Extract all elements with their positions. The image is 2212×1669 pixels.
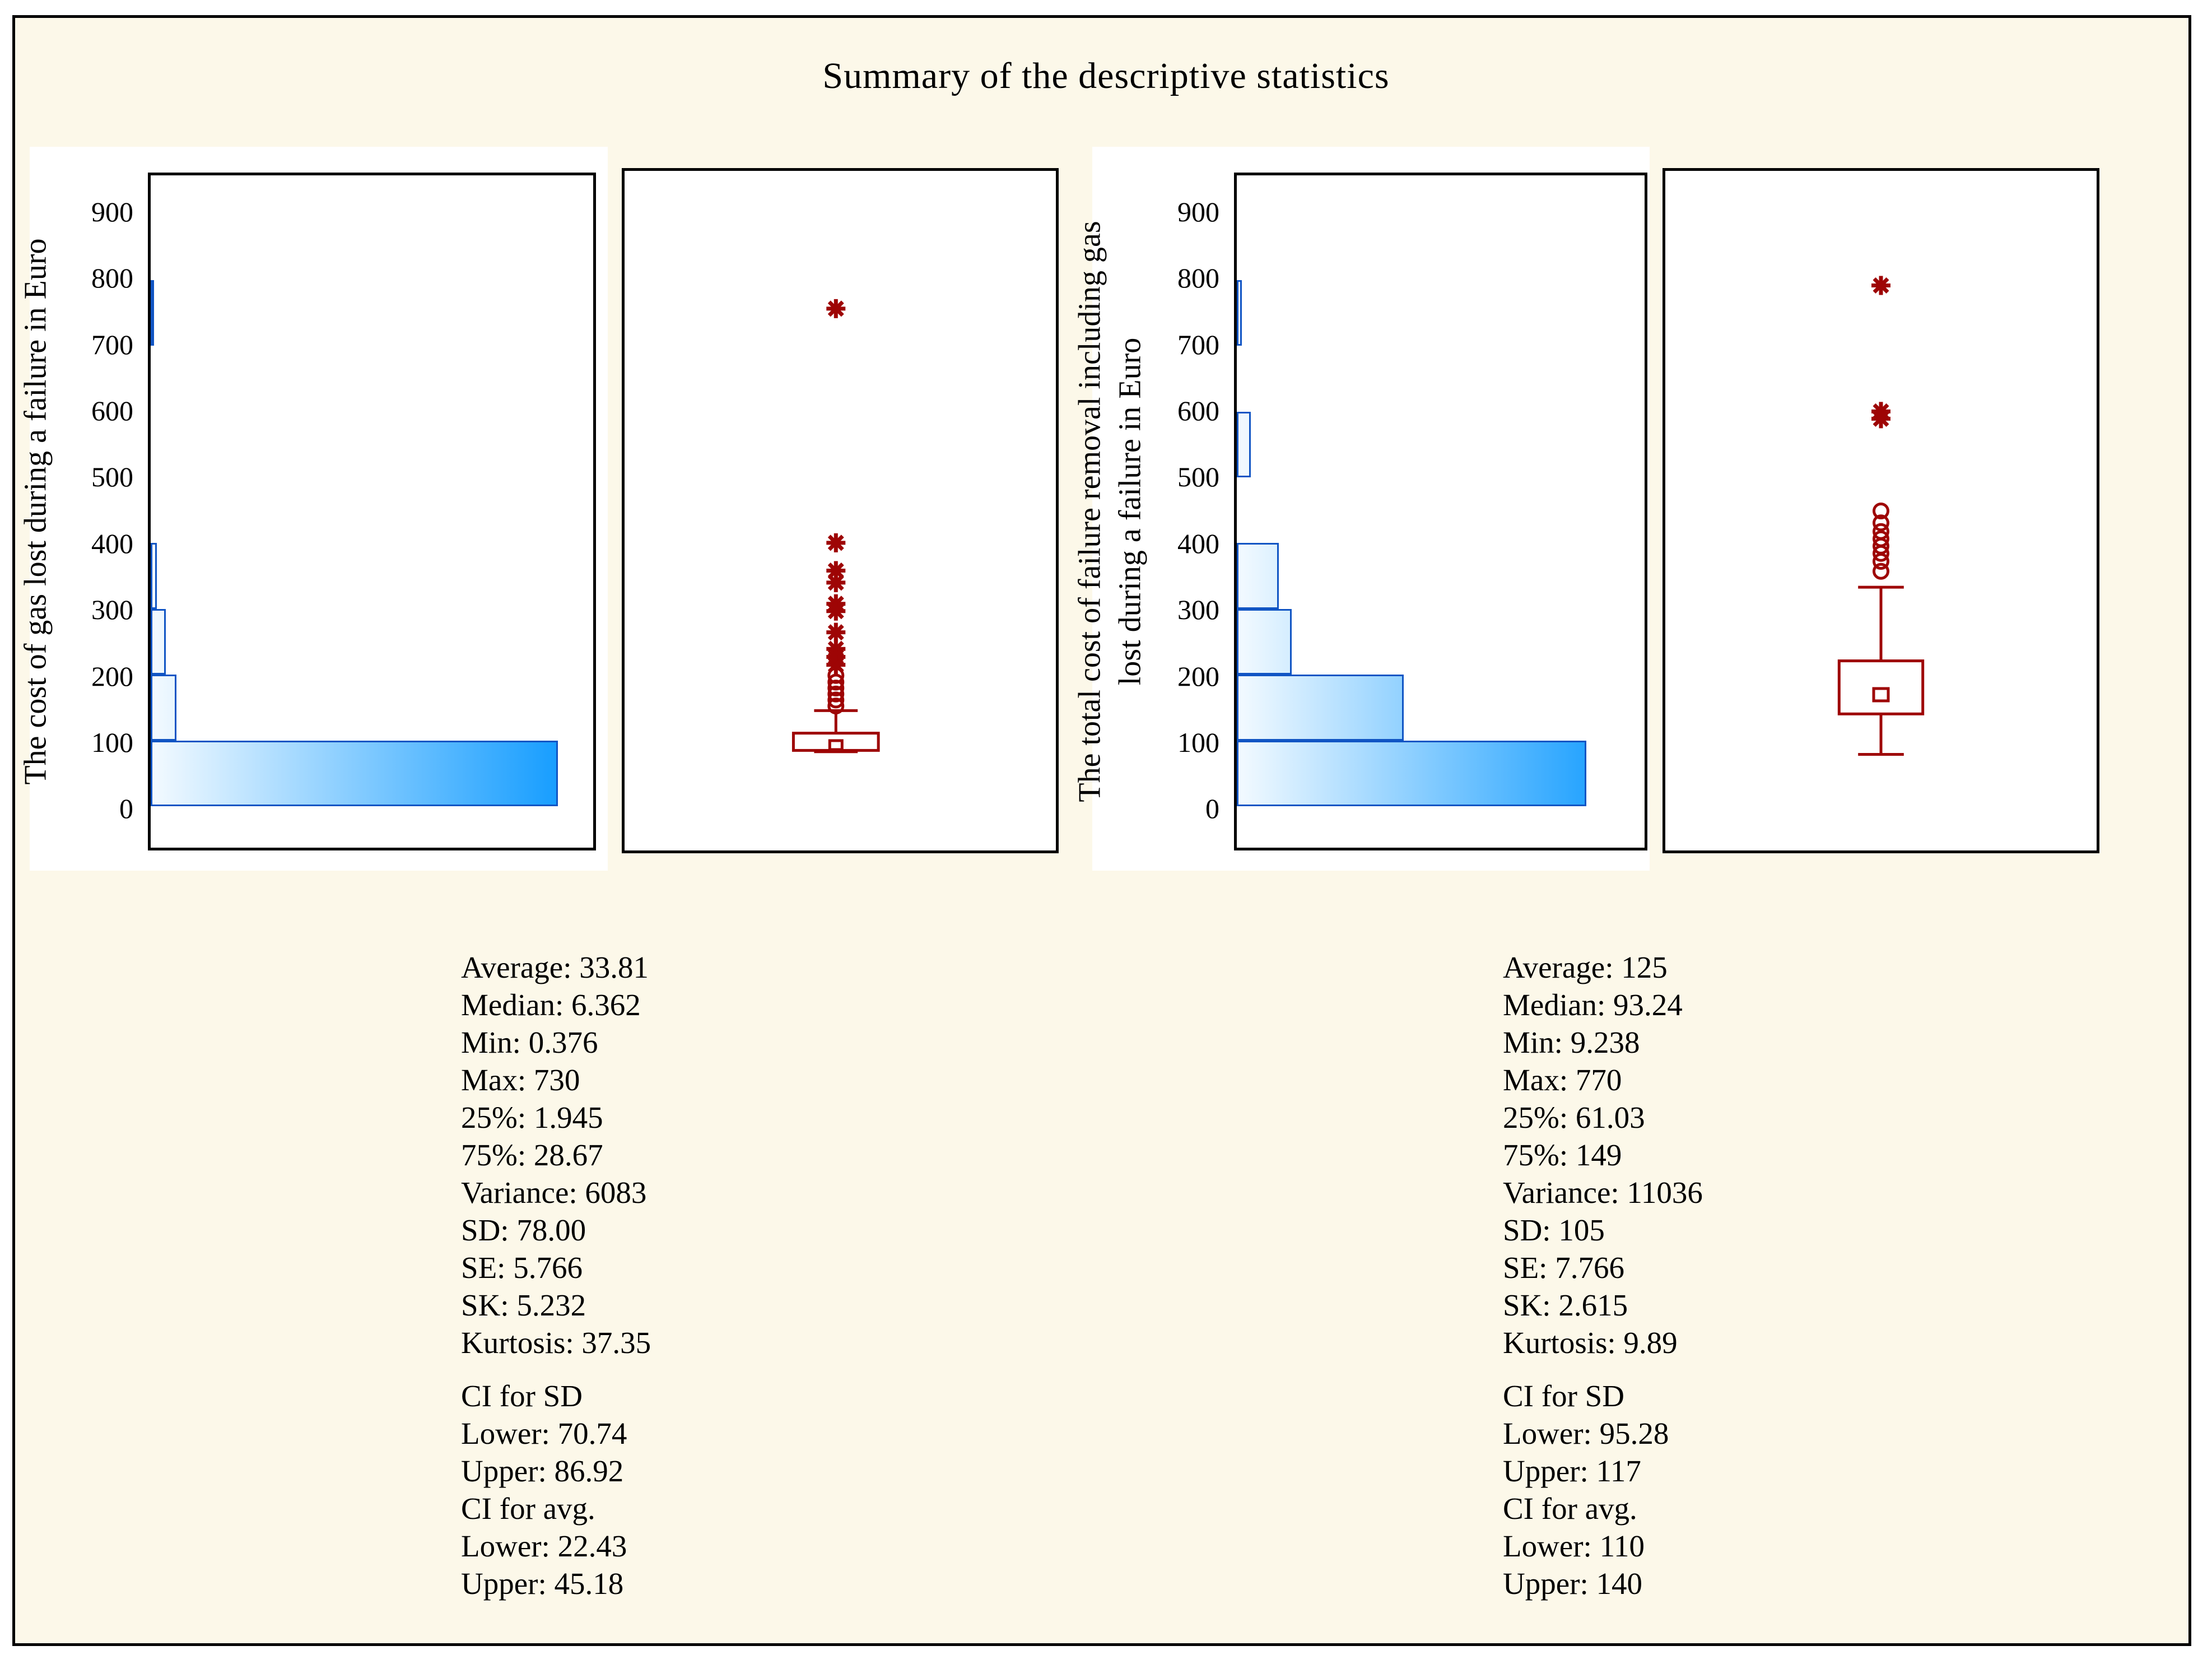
stat-line: 75%: 149 xyxy=(1503,1138,1622,1172)
outlier-star xyxy=(826,601,846,621)
y-axis-tick-label: 600 xyxy=(1177,395,1219,426)
outlier-star xyxy=(1871,409,1890,429)
outlier-circle xyxy=(1873,514,1889,532)
y-axis-tick-label: 700 xyxy=(91,328,133,360)
outlier-circle xyxy=(1873,545,1889,562)
stat-line: 25%: 61.03 xyxy=(1503,1100,1645,1135)
mean-marker xyxy=(828,739,844,751)
y-axis-tick-label: 700 xyxy=(1177,328,1219,360)
y-axis-tick-label: 600 xyxy=(91,395,133,426)
ci-line: Lower: 110 xyxy=(1503,1529,1645,1563)
stat-line: SK: 2.615 xyxy=(1503,1288,1628,1322)
y-axis-tick-label: 100 xyxy=(1177,727,1219,758)
ci-line: Lower: 95.28 xyxy=(1503,1416,1669,1451)
outlier-circle xyxy=(1873,552,1889,570)
histogram-bar xyxy=(151,280,154,346)
stat-line: SD: 105 xyxy=(1503,1213,1605,1247)
boxplot-right-panel xyxy=(1663,168,2099,853)
y-axis-tick-label: 500 xyxy=(1177,461,1219,493)
stat-line: SE: 7.766 xyxy=(1503,1250,1624,1285)
y-axis-tick-label: 0 xyxy=(119,793,133,825)
y-axis-tick-label: 0 xyxy=(1205,793,1219,825)
y-axis-tick-label: 900 xyxy=(1177,196,1219,227)
y-axis-tick-label: 100 xyxy=(91,727,133,758)
histogram-plot-area xyxy=(148,173,596,850)
ci-line: Upper: 86.92 xyxy=(461,1454,624,1488)
y-axis-tick-label: 300 xyxy=(1177,594,1219,626)
ci-line: Upper: 45.18 xyxy=(461,1566,624,1601)
histogram-plot-area xyxy=(1234,173,1647,850)
stat-line: Median: 93.24 xyxy=(1503,988,1683,1022)
ci-line: Lower: 22.43 xyxy=(461,1529,627,1563)
outlier-star xyxy=(826,622,846,642)
histogram-bar xyxy=(1237,543,1279,609)
y-axis-tick-label: 200 xyxy=(91,660,133,692)
histogram-bar xyxy=(151,543,157,609)
stat-line: Kurtosis: 9.89 xyxy=(1503,1326,1678,1360)
histogram-right-panel: The total cost of failure removal includ… xyxy=(1073,147,1650,871)
outlier-circle xyxy=(827,698,845,715)
stat-line: SK: 5.232 xyxy=(461,1288,586,1322)
y-axis-tick-label: 400 xyxy=(91,527,133,559)
y-axis-tick-label: 500 xyxy=(91,461,133,493)
y-axis-tick-label: 800 xyxy=(1177,262,1219,294)
histogram-bar xyxy=(151,675,176,741)
y-axis-tick-label: 300 xyxy=(91,594,133,626)
outlier-circle xyxy=(1873,562,1889,580)
stat-line: Min: 9.238 xyxy=(1503,1025,1640,1059)
stat-line: SD: 78.00 xyxy=(461,1213,586,1247)
histogram-bar xyxy=(1237,280,1242,346)
y-axis-tick-label: 400 xyxy=(1177,527,1219,559)
stat-line: 25%: 1.945 xyxy=(461,1100,603,1135)
ci-line: CI for avg. xyxy=(461,1491,595,1526)
stat-line: Min: 0.376 xyxy=(461,1025,598,1059)
histogram-bar xyxy=(151,740,558,806)
boxplot-left-panel xyxy=(622,168,1059,853)
ci-line: Upper: 117 xyxy=(1503,1454,1641,1488)
ci-line: CI for SD xyxy=(461,1379,583,1413)
stat-line: Average: 125 xyxy=(1503,950,1668,984)
stat-line: 75%: 28.67 xyxy=(461,1138,603,1172)
histogram-bar xyxy=(1237,608,1292,675)
stat-line: SE: 5.766 xyxy=(461,1250,583,1285)
histogram-bar xyxy=(1237,675,1404,741)
ci-line: CI for avg. xyxy=(1503,1491,1637,1526)
ci-line: Lower: 70.74 xyxy=(461,1416,627,1451)
stat-line: Average: 33.81 xyxy=(461,950,649,984)
outlier-circle xyxy=(827,685,845,703)
histogram-bar xyxy=(1237,411,1251,477)
y-axis-tick-label: 800 xyxy=(91,262,133,294)
outlier-star xyxy=(826,573,846,592)
stats-block-left: Average: 33.81 Median: 6.362 Min: 0.376 Max… xyxy=(461,949,1077,1602)
stat-line: Variance: 6083 xyxy=(461,1175,647,1210)
y-axis-tick-label: 900 xyxy=(91,196,133,227)
stat-line: Kurtosis: 37.35 xyxy=(461,1326,651,1360)
chart-title: Summary of the descriptive statistics xyxy=(822,55,1390,96)
y-axis-tick-label: 200 xyxy=(1177,660,1219,692)
y-axis-label: The total cost of failure removal includ… xyxy=(1072,221,1148,802)
outlier-circle xyxy=(827,691,845,709)
stats-block-right: Average: 125 Median: 93.24 Min: 9.238 Max: … xyxy=(1503,949,2119,1602)
box-left-svg xyxy=(791,299,880,754)
stat-line: Max: 730 xyxy=(461,1063,580,1097)
histogram-left-panel: The cost of gas lost during a failure in… xyxy=(18,147,608,871)
outlier-star xyxy=(1871,276,1890,295)
ci-line: CI for SD xyxy=(1503,1379,1624,1413)
ci-line: Upper: 140 xyxy=(1503,1566,1642,1601)
outlier-star xyxy=(826,299,846,318)
mean-marker xyxy=(1872,687,1890,703)
box-right-svg xyxy=(1837,276,1925,756)
outlier-circle xyxy=(1873,503,1889,519)
stat-line: Median: 6.362 xyxy=(461,988,641,1022)
outlier-circle xyxy=(827,680,845,697)
outlier-circle xyxy=(827,673,845,691)
histogram-bar xyxy=(1237,740,1586,806)
histogram-bar xyxy=(151,608,166,675)
outlier-circle xyxy=(827,667,845,684)
y-axis-label: The cost of gas lost during a failure in… xyxy=(18,238,53,785)
stat-line: Max: 770 xyxy=(1503,1063,1622,1097)
stat-line: Variance: 11036 xyxy=(1503,1175,1703,1210)
outlier-star xyxy=(826,533,846,552)
